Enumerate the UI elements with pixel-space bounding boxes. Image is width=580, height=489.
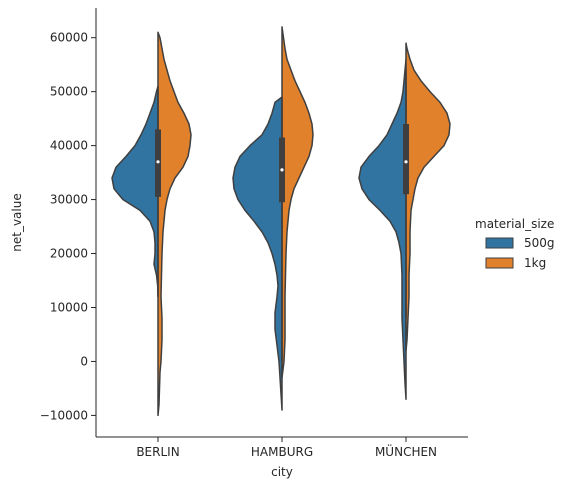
legend-swatch (485, 237, 514, 249)
y-ticks: −10000 0 10000 20000 30000 40000 50000 60000 (40, 31, 96, 422)
legend: material_size 500g 1kg (475, 217, 555, 270)
x-tick-label: HAMBURG (251, 445, 313, 459)
legend-label: 500g (524, 236, 555, 250)
violin-half-1kg (281, 26, 314, 379)
y-tick-label: 20000 (50, 247, 88, 261)
x-ticks: BERLIN HAMBURG MÜNCHEN (136, 437, 437, 459)
legend-label: 1kg (524, 256, 546, 270)
violin-half-1kg (157, 31, 192, 417)
violin-half-1kg (405, 42, 451, 352)
median-marker (156, 160, 160, 164)
legend-swatch (485, 257, 514, 269)
median-marker (404, 160, 408, 164)
violin-half-500g (358, 58, 407, 400)
violins-layer (111, 26, 451, 417)
y-tick-label: 30000 (50, 193, 88, 207)
violin-berlin (111, 31, 192, 417)
y-tick-label: 50000 (50, 85, 88, 99)
x-axis-label: city (271, 465, 293, 479)
violin-hamburg (232, 26, 314, 411)
y-tick-label: 60000 (50, 31, 88, 45)
legend-title: material_size (475, 217, 554, 231)
iqr-box (403, 124, 409, 195)
x-tick-label: BERLIN (136, 445, 179, 459)
y-axis-label: net_value (10, 193, 24, 251)
y-tick-label: 0 (80, 354, 88, 368)
violin-half-500g (111, 85, 159, 298)
x-tick-label: MÜNCHEN (375, 443, 437, 459)
y-tick-label: 10000 (50, 300, 88, 314)
legend-items: 500g 1kg (485, 236, 555, 270)
median-marker (280, 168, 284, 172)
y-tick-label: 40000 (50, 139, 88, 153)
violin-half-500g (232, 96, 283, 411)
y-tick-label: −10000 (40, 408, 88, 422)
violin-münchen (358, 42, 451, 400)
axes-layer: −10000 0 10000 20000 30000 40000 50000 60000 BE… (40, 8, 468, 459)
